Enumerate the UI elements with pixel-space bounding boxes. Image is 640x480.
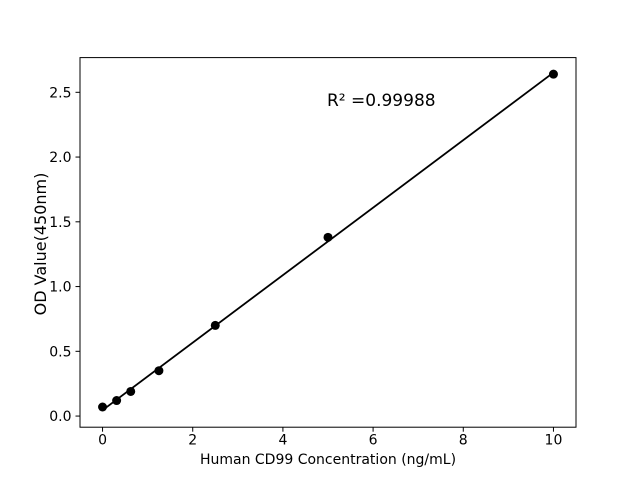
y-tick-label: 0.5 (49, 344, 71, 360)
data-point (98, 402, 108, 412)
plot-layer: 0 2 4 6 8 10 0.0 0.5 1.0 1.5 2.0 2.5 (49, 57, 577, 449)
x-tick-label: 8 (459, 433, 468, 449)
y-axis-label: OD Value(450nm) (31, 173, 50, 316)
y-tick-label: 1.5 (49, 215, 71, 231)
y-tick-label: 2.0 (49, 150, 71, 166)
x-tick-label: 0 (98, 433, 107, 449)
data-point (210, 320, 220, 330)
data-point (112, 396, 122, 406)
x-tick-label: 6 (369, 433, 378, 449)
x-tick-label: 2 (188, 433, 197, 449)
data-point (154, 366, 164, 376)
y-tick-label: 0.0 (49, 409, 71, 425)
r-squared-annotation: R² =0.99988 (327, 91, 436, 111)
data-point (126, 386, 136, 396)
data-point (323, 232, 333, 242)
x-tick-label: 4 (278, 433, 287, 449)
axes-box (79, 57, 577, 428)
x-tick-label: 10 (545, 433, 563, 449)
data-point (548, 69, 558, 79)
y-tick-label: 2.5 (49, 85, 71, 101)
x-axis-label: Human CD99 Concentration (ng/mL) (200, 452, 456, 468)
y-tick-label: 1.0 (49, 280, 71, 296)
